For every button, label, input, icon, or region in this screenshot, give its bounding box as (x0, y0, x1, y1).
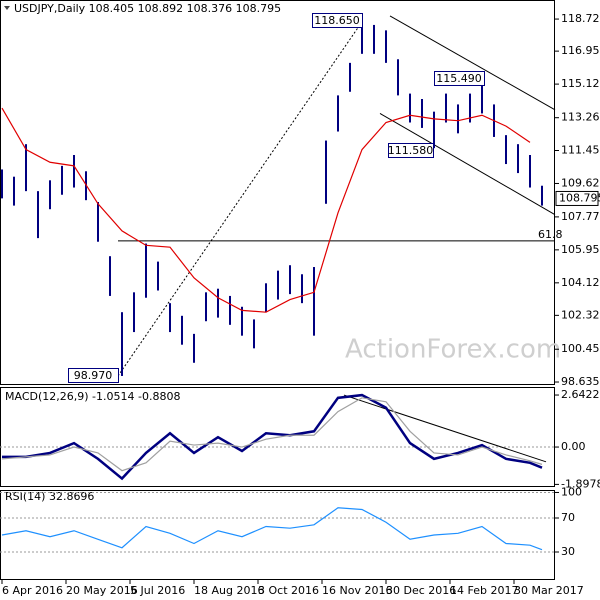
y-tick-label: 102.325 (561, 308, 600, 321)
series-line (1, 107, 531, 313)
annotation-box (68, 368, 119, 383)
y-tick-label: 115.125 (561, 77, 600, 90)
x-tick-label: 3 Oct 2016 (258, 584, 319, 597)
annotation: 118.650 (314, 14, 360, 27)
annotation: 115.490 (436, 72, 482, 85)
y-tick-label: 113.265 (561, 111, 600, 124)
annotation-box (434, 71, 485, 86)
trend-line (389, 15, 556, 111)
rsi-title: RSI(14) 32.8696 (5, 490, 94, 503)
annotation-box (388, 143, 434, 158)
macd-title: MACD(12,26,9) -1.0514 -0.8808 (5, 390, 180, 403)
series-line (2, 393, 543, 481)
x-tick-label: 30 Mar 2017 (514, 584, 584, 597)
y-tick-label: -1.8978 (561, 477, 600, 490)
symbol-icon (4, 6, 10, 10)
y-tick-label: 30 (561, 545, 575, 558)
trend-line (379, 113, 556, 216)
price-frame (0, 0, 555, 385)
y-tick-label: 100.450 (561, 342, 600, 355)
trend-line (343, 394, 547, 463)
y-tick-label: 2.6422 (561, 388, 600, 401)
last-price-box (555, 190, 599, 206)
x-tick-label: 18 Aug 2016 (194, 584, 264, 597)
series-line (1, 397, 543, 472)
annotation-box (312, 13, 363, 28)
annotation: 98.970 (74, 369, 113, 382)
y-tick-label: 111.450 (561, 143, 600, 156)
last-price-label: 108.795 (559, 191, 600, 204)
series-line (1, 507, 543, 551)
y-tick-label: 0.00 (561, 440, 586, 453)
x-tick-label: 16 Nov 2016 (322, 584, 392, 597)
macd-frame (0, 387, 555, 487)
y-tick-label: 109.625 (561, 176, 600, 189)
y-tick-label: 105.950 (561, 243, 600, 256)
y-tick-label: 116.950 (561, 44, 600, 57)
annotation: 61.8 (538, 228, 563, 241)
watermark: ActionForex.com (345, 335, 561, 365)
y-tick-label: 98.635 (561, 375, 600, 388)
y-tick-label: 100 (561, 485, 582, 498)
y-tick-label: 118.725 (561, 12, 600, 25)
y-tick-label: 70 (561, 511, 575, 524)
x-tick-label: 20 May 2016 (66, 584, 138, 597)
price-title: USDJPY,Daily 108.405 108.892 108.376 108… (14, 2, 281, 15)
rsi-frame (0, 490, 555, 580)
x-tick-label: 6 Apr 2016 (2, 584, 63, 597)
annotation: 111.580 (388, 144, 434, 157)
x-tick-label: 30 Dec 2016 (386, 584, 456, 597)
x-tick-label: 5 Jul 2016 (130, 584, 185, 597)
y-tick-label: 104.125 (561, 276, 600, 289)
x-tick-label: 14 Feb 2017 (450, 584, 518, 597)
y-tick-label: 107.775 (561, 210, 600, 223)
